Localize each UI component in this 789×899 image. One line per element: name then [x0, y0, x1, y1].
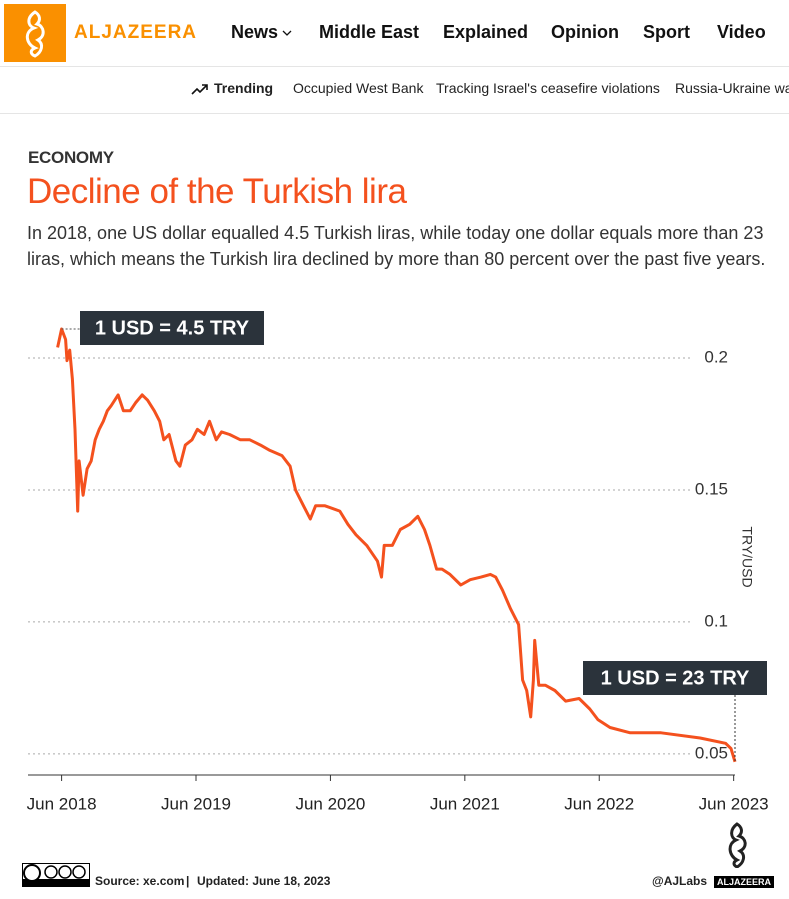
trending-label: Trending	[214, 80, 274, 96]
x-tick-label: Jun 2018	[27, 794, 97, 813]
separator: |	[186, 874, 190, 888]
nav-link[interactable]: Middle East	[319, 22, 420, 42]
x-tick-label: Jun 2020	[295, 794, 365, 813]
y-tick-label: 0.05	[695, 743, 728, 762]
annotation-box	[80, 311, 264, 345]
nav-link[interactable]: Opinion	[551, 22, 619, 42]
nav-text: News	[231, 22, 279, 42]
trending-link[interactable]: Russia-Ukraine war	[675, 80, 789, 96]
kicker: ECONOMY	[28, 148, 114, 167]
nav-link[interactable]: Sport	[643, 22, 690, 42]
trending-bar: Trending Occupied West Bank Tracking Isr…	[0, 67, 789, 114]
y-tick-label: 0.15	[695, 479, 728, 498]
annotation-box	[583, 661, 767, 695]
nav-link[interactable]: Video	[717, 22, 766, 42]
footer-logo: ALJAZEERA	[714, 876, 775, 888]
trend-icon	[191, 84, 208, 95]
brand[interactable]: ALJAZEERA	[74, 22, 198, 43]
trending-link[interactable]: Tracking Israel's ceasefire violations	[436, 80, 660, 96]
logo-mark	[25, 10, 45, 58]
article-description: In 2018, one US dollar equalled 4.5 Turk…	[27, 223, 766, 269]
y-tick-label: 0.1	[704, 611, 728, 630]
y-axis-label: TRY/USD	[739, 526, 755, 587]
data-line	[56, 327, 737, 763]
trending-link[interactable]: Occupied West Bank	[293, 80, 424, 96]
article-title: Decline of the Turkish lira	[27, 172, 407, 211]
cc-license-icon	[22, 863, 90, 887]
source: Source: xe.com	[95, 874, 185, 888]
x-tick-label: Jun 2023	[699, 794, 769, 813]
credit: @AJLabs	[652, 874, 708, 888]
y-tick-label: 0.2	[704, 347, 728, 366]
logo[interactable]	[4, 4, 66, 62]
annotation: 1 USD = 23 TRY	[601, 667, 750, 689]
x-tick-label: Jun 2021	[430, 794, 500, 813]
footer-logo-mark	[728, 822, 747, 868]
top-bar: ALJAZEERA News Middle East Explained Opi…	[0, 0, 789, 67]
nav-link[interactable]: News	[231, 22, 293, 43]
annotation: 1 USD = 4.5 TRY	[95, 317, 250, 339]
chevron	[282, 30, 292, 36]
x-tick-label: Jun 2019	[161, 794, 231, 813]
updated: Updated: June 18, 2023	[197, 874, 331, 888]
x-tick-label: Jun 2022	[564, 794, 634, 813]
nav-link[interactable]: Explained	[443, 22, 529, 42]
